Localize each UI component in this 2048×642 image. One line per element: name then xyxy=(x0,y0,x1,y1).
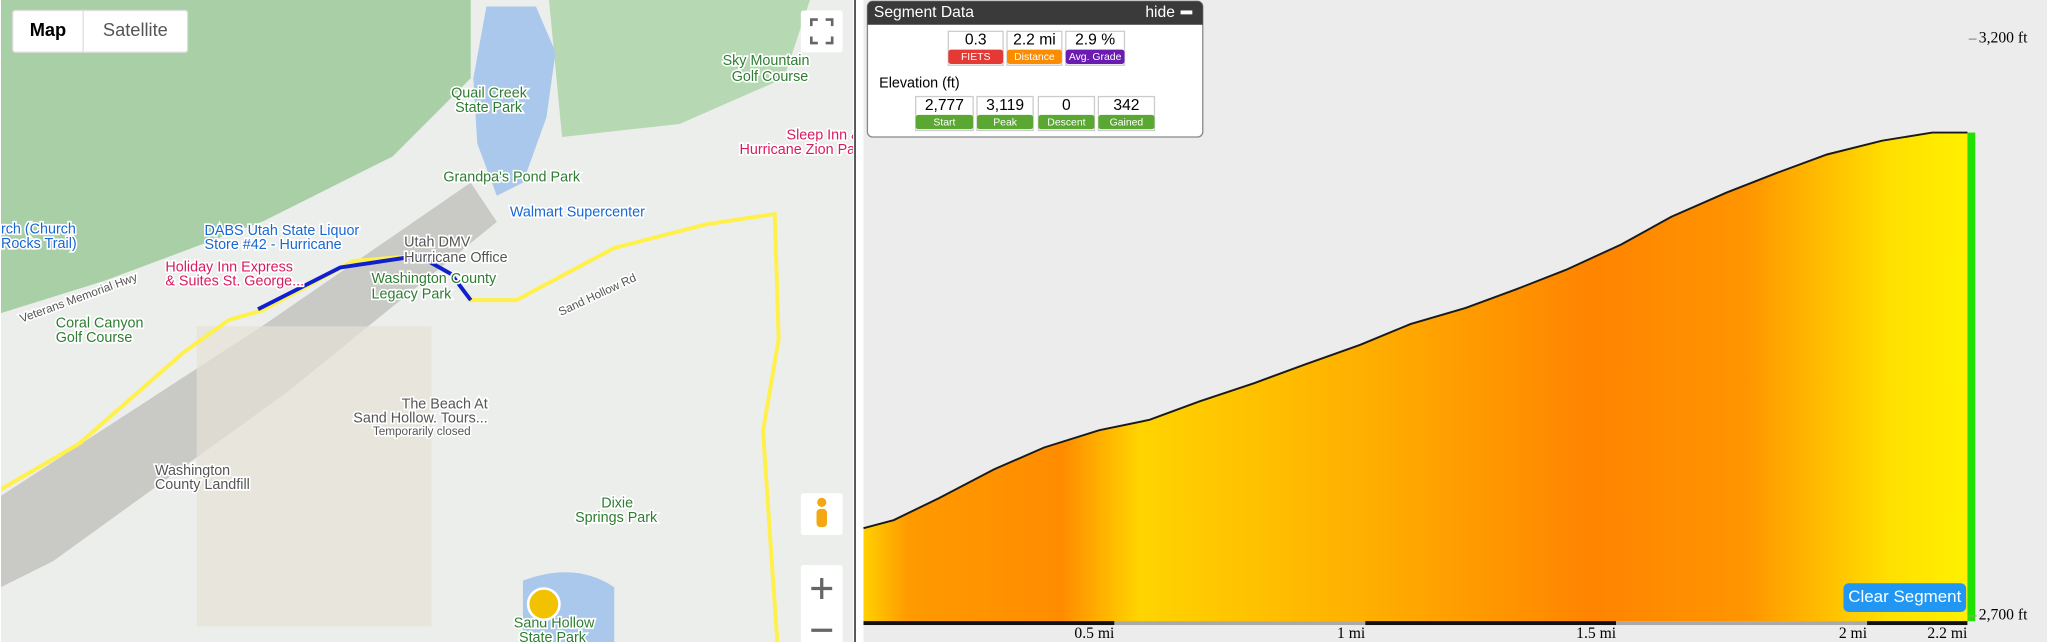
x-axis-segment xyxy=(1867,621,1968,626)
map-label: Golf Course xyxy=(56,330,133,346)
clear-button-label[interactable]: Clear Segment xyxy=(1848,587,1961,606)
x-axis-segment xyxy=(1365,621,1617,626)
map-label: Sand Hollow. Tours... xyxy=(353,411,487,427)
stat-value: 3,119 xyxy=(986,97,1024,114)
y-tick-label: 2,700 ft xyxy=(1979,606,2028,623)
segment-panel: Segment Data hide 0.3 FIETS 2.2 mi Distance… xyxy=(866,0,1204,138)
pegman-icon xyxy=(816,508,827,528)
x-tick-label: 2 mi xyxy=(1839,625,1868,642)
stat-label: Distance xyxy=(1014,52,1055,63)
map-label: Rocks Trail) xyxy=(1,236,77,252)
map-label: Washington xyxy=(155,463,230,479)
stat-label: Start xyxy=(933,117,955,128)
clear-segment[interactable]: Clear Segment xyxy=(1843,583,1967,612)
x-axis-segment xyxy=(863,621,1115,626)
map-label: Sleep Inn & xyxy=(787,128,862,144)
control-bg xyxy=(12,9,189,53)
stat-badge xyxy=(1007,49,1062,64)
stat-badge xyxy=(977,114,1034,130)
fullscreen-button[interactable] xyxy=(800,10,843,53)
elevation-line xyxy=(863,131,1968,530)
stat-label: Peak xyxy=(993,117,1018,128)
hide-icon xyxy=(1180,10,1193,15)
stat-label: Avg. Grade xyxy=(1069,52,1122,63)
sand xyxy=(196,326,432,627)
stat-badge xyxy=(948,49,1004,64)
panel-title: Segment Data xyxy=(874,4,974,21)
stat-label: FIETS xyxy=(961,52,991,63)
terrain xyxy=(0,0,471,314)
map-label: The Beach At xyxy=(402,396,488,412)
map-type-control: Map Satellite xyxy=(12,9,189,53)
stat-label: Descent xyxy=(1047,117,1085,128)
map-label: Washington County xyxy=(372,271,497,287)
map-label: Sand Hollow xyxy=(514,616,595,632)
stat-value: 342 xyxy=(1113,97,1139,114)
map-button[interactable]: Satellite xyxy=(103,19,168,40)
map-label: & Suites St. George... xyxy=(165,274,304,290)
map-label: Coral Canyon xyxy=(56,315,144,331)
map-label: Grandpa's Pond Park xyxy=(443,169,581,185)
map-label: Hurricane Zion Pa xyxy=(740,142,856,158)
bike-marker[interactable] xyxy=(526,587,561,622)
map-label: County Landfill xyxy=(155,477,250,493)
map-label: Walmart Supercenter xyxy=(510,204,645,220)
map-label: Utah DMV xyxy=(404,235,471,251)
map-label: Temporarily closed xyxy=(373,425,471,438)
x-axis-segment xyxy=(1616,621,1868,626)
stat-badge xyxy=(915,114,974,130)
x-tick-label: 1 mi xyxy=(1337,625,1366,642)
map-label: Springs Park xyxy=(575,510,658,526)
stat-badge xyxy=(1065,49,1125,64)
pegman-icon xyxy=(817,497,827,507)
map-label: Holiday Inn Express xyxy=(165,259,293,275)
elevation-chart: 0.5 mi 1 mi 1.5 mi 2 mi 2.2 mi 2,700 ft 3,200 … xyxy=(863,0,2048,642)
map-label: Hurricane Office xyxy=(404,250,507,266)
stats: 0.3 FIETS 2.2 mi Distance 2.9 % Avg. Grade 2,7… xyxy=(915,30,1156,132)
stat-badge xyxy=(1098,114,1155,130)
x-axis-segment xyxy=(1114,621,1366,626)
map-label: State Park xyxy=(519,630,587,642)
end-marker xyxy=(1967,132,1976,622)
map-label: Golf Course xyxy=(732,69,809,85)
stat-label: Gained xyxy=(1110,117,1144,128)
clear-button[interactable] xyxy=(1843,583,1967,612)
map-label: DABS Utah State Liquor xyxy=(205,223,360,239)
elevation-area xyxy=(863,132,1968,622)
x-tick-label: 1.5 mi xyxy=(1576,625,1617,642)
stat-badge xyxy=(1038,114,1095,130)
elevation-title: Elevation (ft) xyxy=(879,75,960,91)
divider xyxy=(853,0,864,642)
panel-header xyxy=(867,1,1203,25)
zoom-control xyxy=(800,565,843,642)
map-label: Store #42 - Hurricane xyxy=(205,237,342,253)
x-tick-label: 0.5 mi xyxy=(1074,625,1115,642)
map-label: Legacy Park xyxy=(372,287,453,303)
map-label: Sky Mountain xyxy=(723,53,810,69)
map-label: Quail Creek xyxy=(451,86,528,102)
map-button[interactable]: Map xyxy=(30,19,67,40)
map[interactable]: Sky Mountain Golf Course Quail Creek Sta… xyxy=(0,0,862,642)
stat-value: 0.3 xyxy=(965,32,987,49)
stat-value: 2,777 xyxy=(925,97,964,114)
lake xyxy=(473,6,556,196)
map-label: State Park xyxy=(455,100,523,116)
x-tick-label: 2.2 mi xyxy=(1927,625,1968,642)
segment-route xyxy=(257,253,473,312)
hide-button[interactable]: hide xyxy=(1145,4,1175,21)
y-tick-label: 3,200 ft xyxy=(1979,30,2028,47)
terrain xyxy=(549,0,810,138)
map-label: rch (Church xyxy=(1,221,76,237)
stat-value: 0 xyxy=(1062,97,1071,114)
zoom-in[interactable] xyxy=(811,578,833,599)
stat-value: 2.9 % xyxy=(1075,32,1115,49)
stat-value: 2.2 mi xyxy=(1013,32,1056,49)
map-label: Dixie xyxy=(601,495,633,511)
fullscreen-icon xyxy=(810,18,834,45)
